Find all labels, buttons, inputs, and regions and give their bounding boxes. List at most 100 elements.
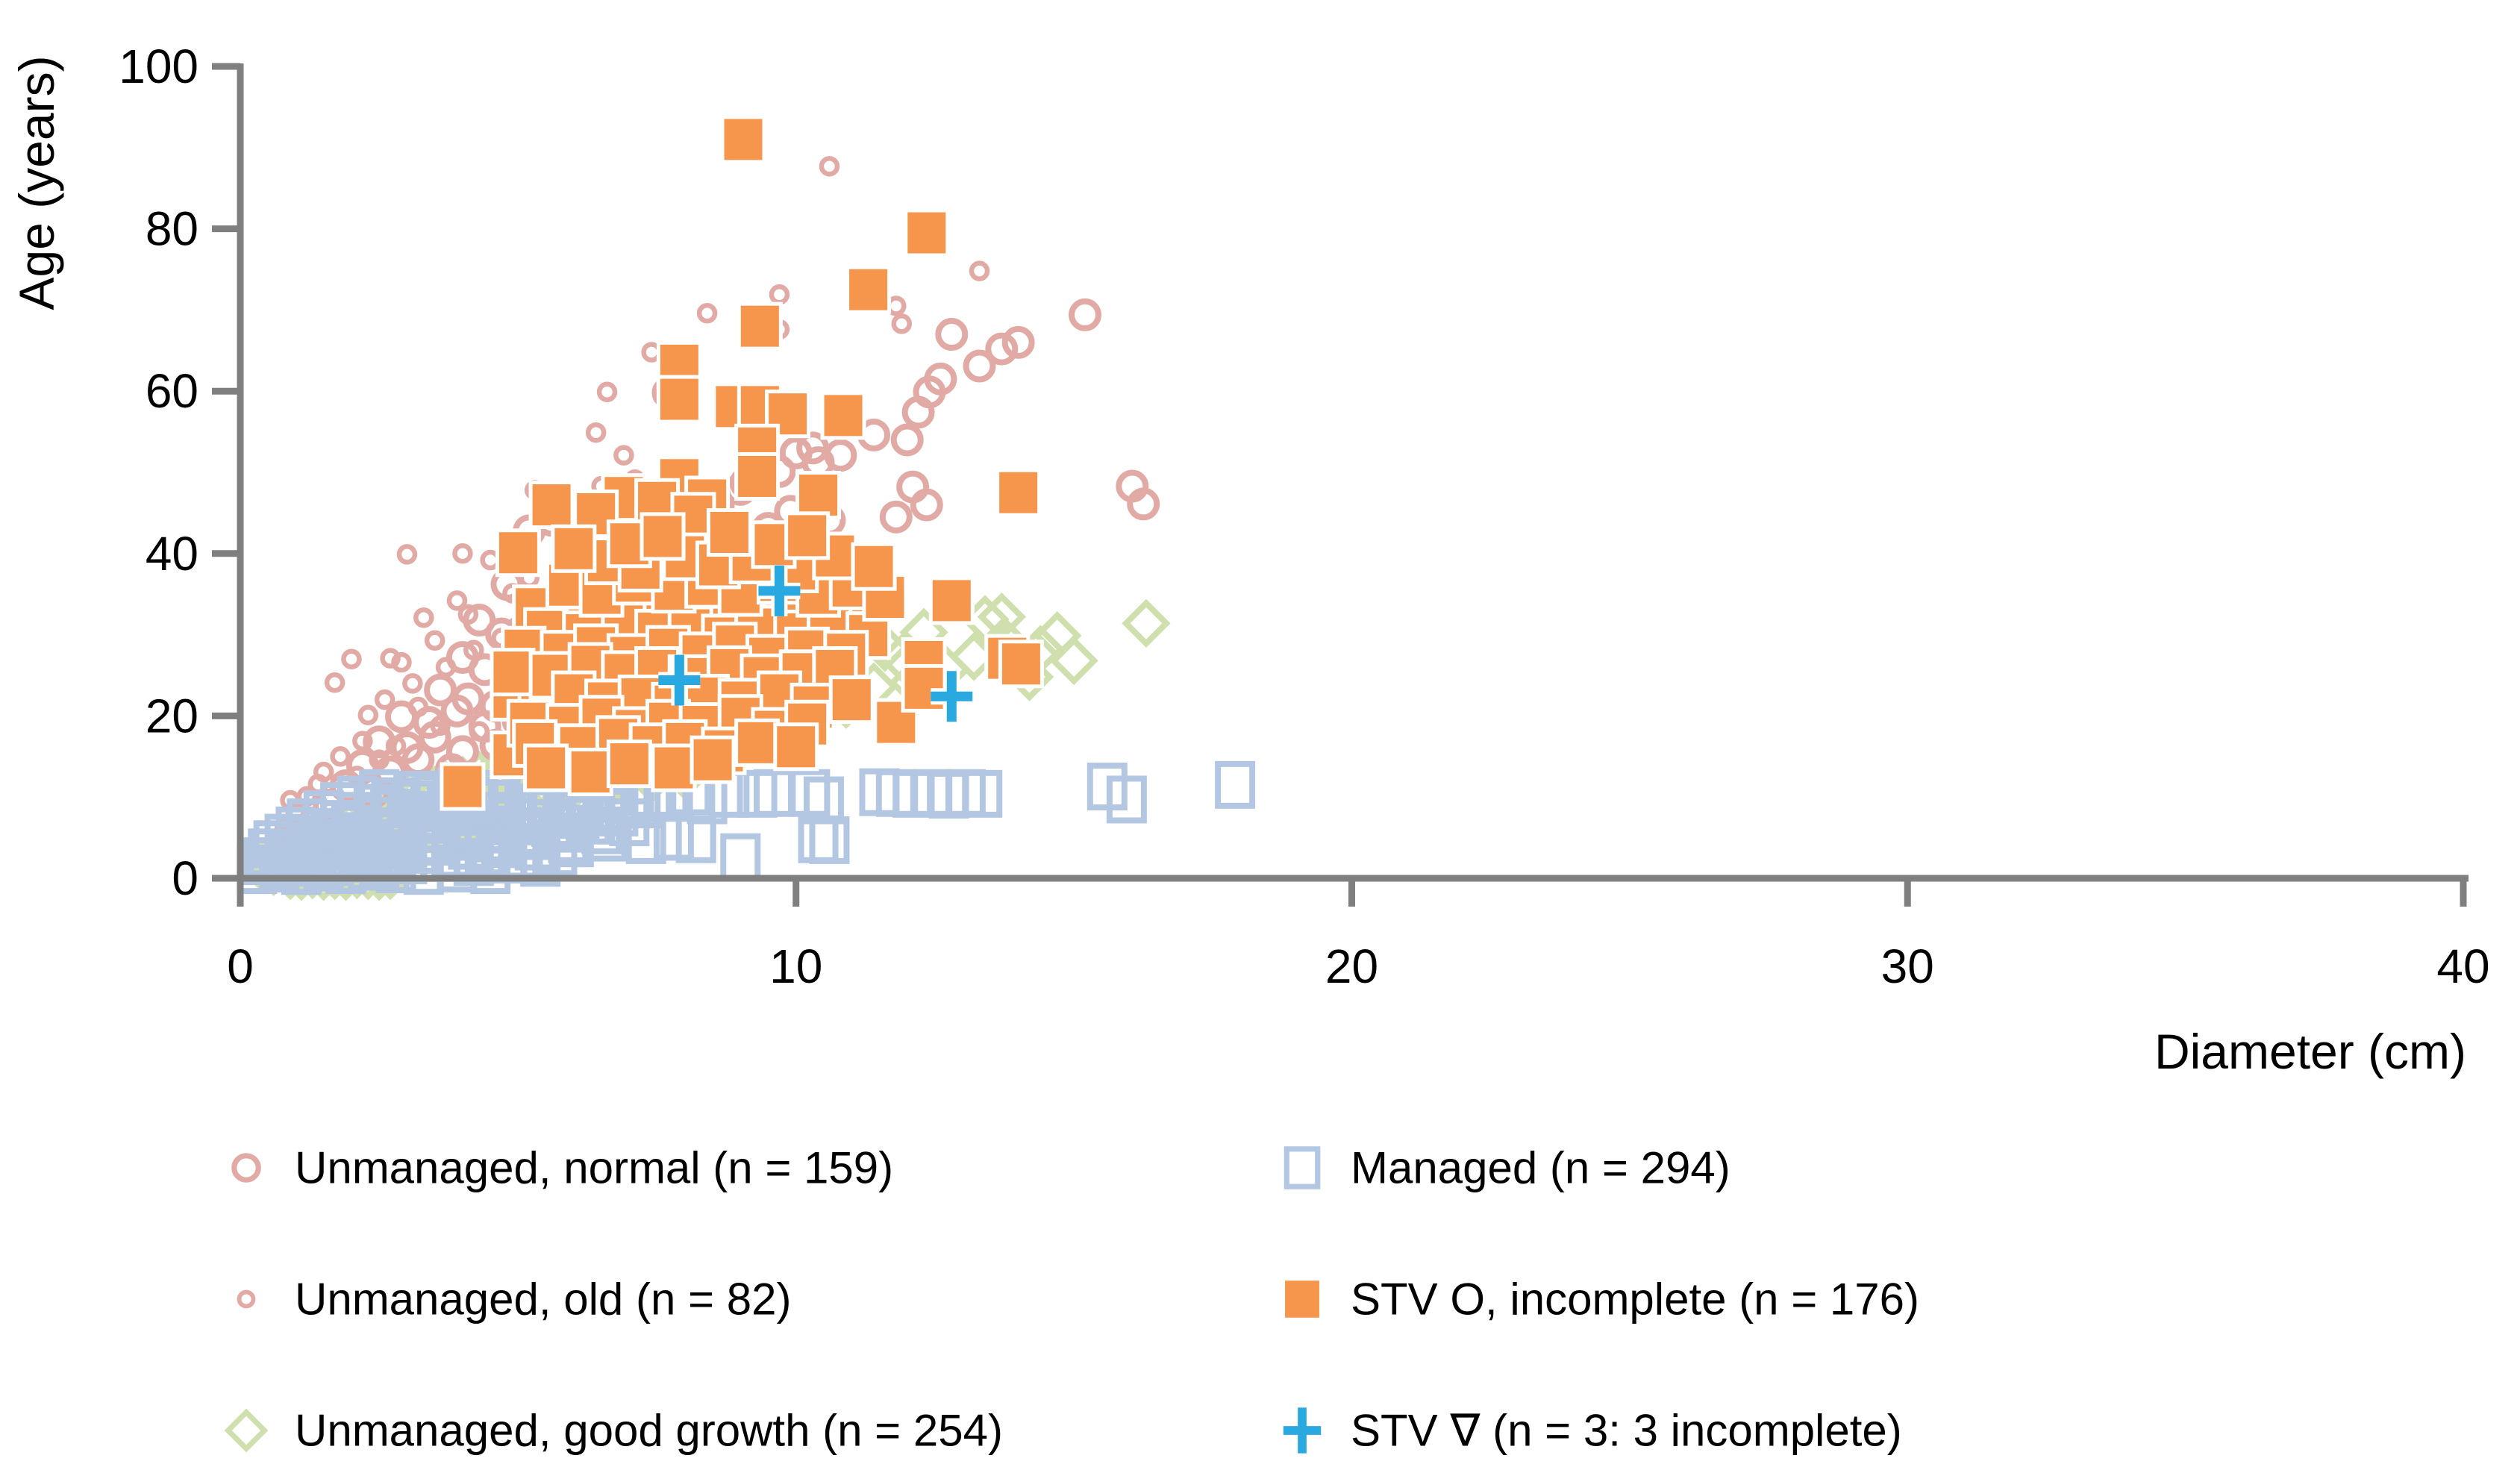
legend-markers [224, 1146, 1323, 1454]
data-point [418, 720, 451, 754]
data-point [1127, 487, 1160, 521]
data-point [551, 524, 597, 573]
legend-marker-3 [1284, 1146, 1321, 1189]
data-point [737, 301, 783, 351]
y-axis-ticks [212, 63, 240, 882]
data-point [798, 815, 839, 863]
data-point [819, 156, 840, 177]
series-4 [440, 115, 1044, 811]
y-tick-label: 60 [146, 364, 198, 418]
data-point [720, 833, 761, 881]
data-point [374, 689, 395, 710]
x-tick-label: 40 [2436, 939, 2489, 993]
y-tick-label: 40 [146, 527, 198, 581]
legend-label-unmanaged-good-growth: Unmanaged, good growth (n = 254) [295, 1406, 1003, 1456]
data-point [324, 672, 346, 693]
data-point [424, 673, 457, 707]
data-point [890, 423, 924, 457]
y-tick-label: 20 [146, 689, 198, 742]
data-point [773, 722, 819, 772]
data-point [910, 488, 943, 522]
data-point [359, 769, 400, 817]
data-point [523, 743, 569, 792]
data-point [341, 648, 362, 669]
data-point [963, 349, 996, 383]
x-tick-label: 10 [769, 939, 822, 993]
data-point [413, 607, 434, 628]
data-point [396, 544, 418, 565]
y-axis-tick-labels: 0 20 40 60 80 100 [119, 40, 198, 905]
data-point [275, 806, 316, 854]
data-point [995, 468, 1042, 517]
data-point [640, 512, 686, 561]
data-point [845, 265, 892, 314]
y-axis-title: Age (years) [9, 55, 64, 310]
data-point [820, 391, 866, 440]
legend-label-managed: Managed (n = 294) [1351, 1143, 1730, 1193]
axes [212, 63, 2469, 907]
data-point [809, 816, 850, 864]
data-point [790, 769, 831, 817]
x-axis-ticks [237, 878, 2467, 907]
legend-marker-0 [231, 1153, 261, 1183]
data-point [413, 706, 446, 739]
data-point [651, 743, 697, 792]
data-point [904, 208, 950, 257]
data-point [384, 700, 418, 734]
data-point [596, 381, 618, 403]
data-point [879, 500, 913, 534]
data-point [390, 731, 424, 764]
data-point [440, 762, 486, 811]
data-point [720, 115, 766, 164]
legend-marker-4 [1281, 1277, 1323, 1322]
data-point [1069, 298, 1102, 331]
data-point [446, 590, 468, 611]
data-point [490, 648, 536, 697]
plot-area [237, 115, 1256, 901]
data-point [528, 481, 575, 530]
data-point [675, 815, 716, 863]
data-point [264, 813, 305, 862]
data-point [873, 698, 919, 747]
x-axis-title: Diameter (cm) [2154, 1024, 2466, 1079]
data-point [931, 671, 973, 722]
legend-label-stv-o-incomplete: STV O, incomplete (n = 176) [1351, 1275, 1919, 1325]
data-point [1122, 598, 1171, 648]
legend-marker-1 [237, 1289, 256, 1309]
data-point [585, 422, 607, 443]
data-point [613, 445, 634, 466]
legend: Unmanaged, normal (n = 159) Unmanaged, o… [224, 1143, 1919, 1456]
data-point [606, 739, 652, 789]
data-point [734, 718, 781, 767]
data-point [824, 439, 857, 472]
data-point [784, 511, 831, 560]
data-point [391, 651, 412, 673]
series-3 [237, 760, 1256, 895]
data-point [985, 332, 1019, 366]
data-point [969, 260, 990, 281]
data-point [1001, 325, 1035, 359]
data-point [330, 746, 351, 767]
data-point [452, 543, 473, 564]
x-tick-label: 30 [1881, 939, 1934, 993]
data-point [337, 775, 378, 824]
data-point [1106, 775, 1147, 824]
data-point [696, 303, 718, 324]
data-point [828, 675, 875, 725]
x-tick-label: 0 [227, 939, 254, 993]
data-point [1215, 760, 1256, 809]
data-point [795, 470, 842, 519]
x-tick-label: 20 [1325, 939, 1378, 993]
legend-label-stv-nabla: STV ∇ (n = 3: 3 incomplete) [1351, 1406, 1902, 1456]
y-tick-label: 80 [146, 202, 198, 256]
data-point [706, 508, 752, 557]
data-point [690, 735, 736, 784]
data-point [769, 284, 790, 305]
data-point [758, 565, 801, 616]
legend-marker-5 [1283, 1407, 1322, 1454]
data-point [924, 362, 957, 395]
data-point [352, 731, 373, 751]
data-point [765, 390, 811, 439]
data-point [380, 648, 401, 669]
